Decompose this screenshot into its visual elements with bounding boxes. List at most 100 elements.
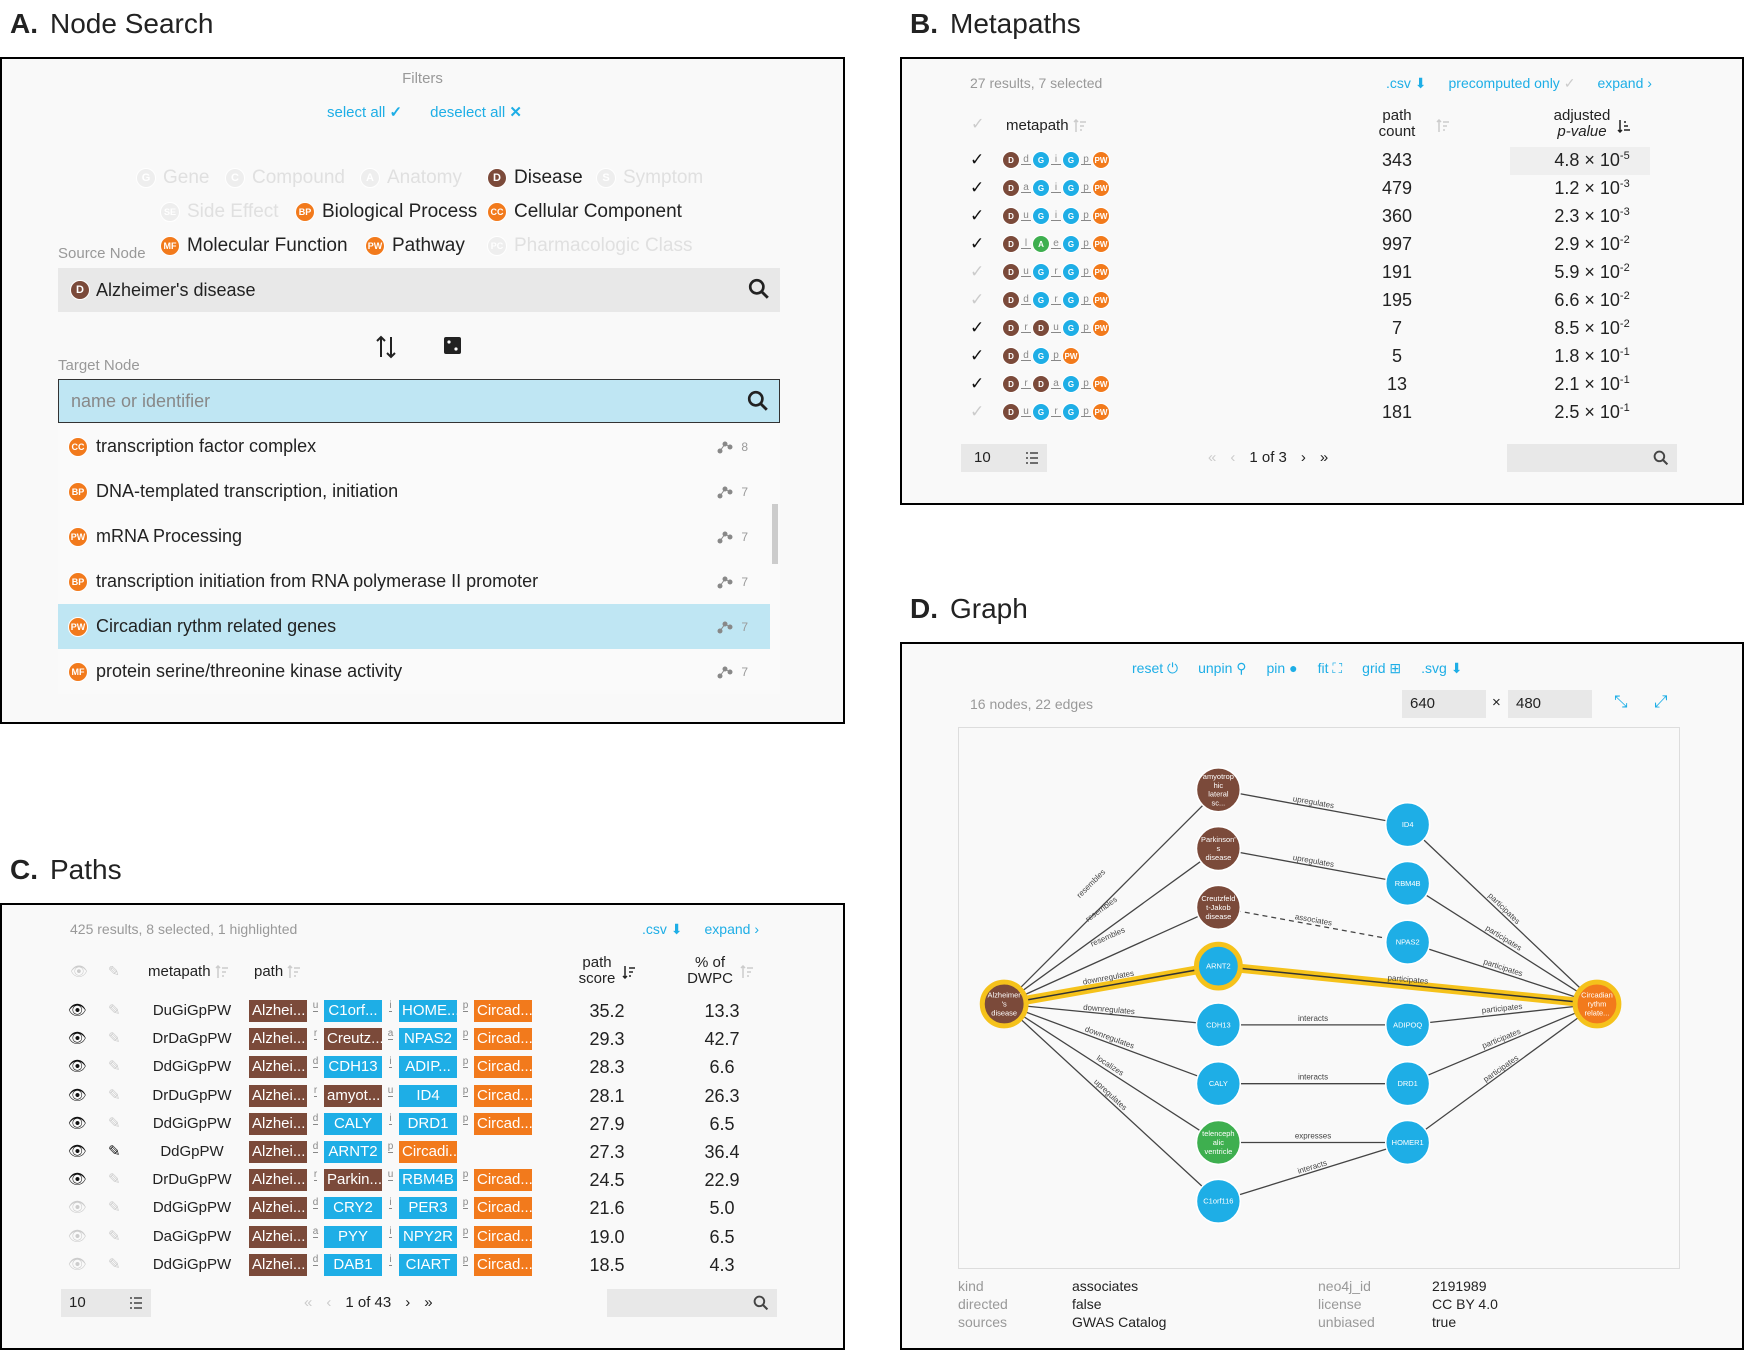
- last-page-icon[interactable]: »: [424, 1294, 433, 1311]
- path-node[interactable]: Circad...: [474, 1169, 532, 1192]
- sort-desc-icon[interactable]: [1617, 119, 1631, 133]
- filter-biological-process[interactable]: BP Biological Process: [295, 201, 477, 223]
- width-input[interactable]: 640: [1402, 690, 1486, 718]
- filter-gene[interactable]: G Gene: [136, 167, 209, 189]
- node-circ[interactable]: Circadian rythm relate...: [1572, 979, 1622, 1029]
- scrollbar[interactable]: [772, 504, 778, 564]
- eye-icon[interactable]: 👁: [68, 1227, 88, 1245]
- path-column-header[interactable]: path: [254, 963, 301, 980]
- edge-alz-c1orf[interactable]: [1003, 1003, 1219, 1202]
- path-node[interactable]: NPY2R: [399, 1225, 457, 1248]
- path-node[interactable]: Alzhei...: [249, 1028, 307, 1051]
- select-all-checkbox[interactable]: ✓: [971, 116, 985, 133]
- result-item[interactable]: MF protein serine/threonine kinase activi…: [58, 649, 770, 694]
- node-circle[interactable]: [1385, 860, 1431, 907]
- edge-alz-cjd[interactable]: [1003, 906, 1219, 1005]
- node-circle[interactable]: [1572, 979, 1622, 1029]
- path-row[interactable]: 👁 ✎ DdGpPW Alzhei... d ARNT2 p Circadi... 27.3 36…: [2, 1138, 842, 1166]
- filter-pathway[interactable]: PW Pathway: [365, 235, 465, 257]
- node-circle[interactable]: [1385, 1119, 1431, 1166]
- reset-button[interactable]: reset ⏻: [1132, 660, 1178, 677]
- path-node[interactable]: CIART: [399, 1253, 457, 1276]
- node-circle[interactable]: [1195, 1002, 1242, 1048]
- edge-npas2-circ[interactable]: [1407, 941, 1598, 1005]
- sort-desc-icon[interactable]: [622, 965, 636, 979]
- edge-alz-amy[interactable]: [1003, 789, 1219, 1005]
- node-circle[interactable]: [1385, 919, 1431, 965]
- first-page-icon[interactable]: «: [304, 1294, 313, 1311]
- path-node[interactable]: PYY: [324, 1225, 382, 1248]
- path-node[interactable]: Alzhei...: [249, 1141, 307, 1163]
- result-item[interactable]: PW mRNA Processing 7: [58, 514, 770, 559]
- select-all-button[interactable]: select all ✓: [327, 103, 402, 121]
- eye-icon[interactable]: 👁: [68, 1143, 88, 1160]
- node-circle[interactable]: [1385, 1002, 1431, 1048]
- expand-icon[interactable]: ⤢: [1654, 692, 1668, 711]
- node-circle[interactable]: [1195, 1178, 1242, 1224]
- path-node[interactable]: C1orf...: [324, 1000, 382, 1022]
- path-node[interactable]: Alzhei...: [249, 1169, 307, 1192]
- path-node[interactable]: Creutz...: [324, 1028, 382, 1051]
- pencil-icon[interactable]: ✎: [108, 1114, 121, 1132]
- path-row[interactable]: 👁 ✎ DrDaGpPW Alzhei... r Creutz... a NPAS2 p Circ…: [2, 1025, 842, 1053]
- row-checkbox[interactable]: ✓: [970, 262, 985, 281]
- pencil-icon[interactable]: ✎: [108, 1058, 121, 1076]
- height-input[interactable]: 480: [1508, 690, 1592, 718]
- row-checkbox[interactable]: ✓: [970, 290, 985, 309]
- eye-icon[interactable]: 👁: [68, 1171, 88, 1189]
- precomputed-only-toggle[interactable]: precomputed only ✓: [1449, 75, 1576, 92]
- path-node[interactable]: Alzhei...: [249, 1225, 307, 1248]
- node-cdh13[interactable]: CDH13: [1195, 1002, 1242, 1048]
- first-page-icon[interactable]: «: [1208, 449, 1217, 466]
- eye-icon[interactable]: 👁: [68, 1002, 88, 1019]
- node-amy[interactable]: amyotrop hic lateral sc...: [1195, 767, 1242, 813]
- eye-icon[interactable]: 👁: [68, 1058, 88, 1076]
- node-circle[interactable]: [979, 979, 1029, 1029]
- path-node[interactable]: Circad...: [474, 1028, 532, 1051]
- node-rbm4b[interactable]: RBM4B: [1385, 860, 1431, 907]
- pencil-icon[interactable]: ✎: [108, 1086, 121, 1104]
- node-circle[interactable]: [1195, 825, 1242, 872]
- metapath-column-header[interactable]: metapath: [148, 963, 229, 980]
- path-node[interactable]: RBM4B: [399, 1169, 457, 1192]
- path-node[interactable]: Circad...: [474, 1000, 532, 1022]
- unpin-button[interactable]: unpin ⚲: [1198, 660, 1246, 677]
- edge-cjd-npas2[interactable]: [1218, 906, 1408, 943]
- deselect-all-button[interactable]: deselect all ✕: [430, 103, 522, 121]
- path-node[interactable]: Circad...: [474, 1225, 532, 1248]
- path-search-input[interactable]: [607, 1289, 777, 1317]
- path-node[interactable]: Alzhei...: [249, 1253, 307, 1276]
- csv-download-button[interactable]: .csv ⬇: [642, 921, 683, 938]
- svg-download-button[interactable]: .svg ⬇: [1421, 660, 1462, 677]
- path-node[interactable]: Circadi...: [399, 1141, 457, 1163]
- eye-icon[interactable]: 👁: [68, 1255, 88, 1273]
- pencil-icon[interactable]: ✎: [108, 1199, 121, 1217]
- path-node[interactable]: Alzhei...: [249, 1112, 307, 1135]
- metapath-search-input[interactable]: [1507, 444, 1677, 472]
- search-icon[interactable]: [747, 390, 769, 412]
- path-node[interactable]: Alzhei...: [249, 1000, 307, 1022]
- pencil-icon[interactable]: ✎: [108, 1143, 121, 1160]
- sort-icon[interactable]: [287, 965, 301, 979]
- path-row[interactable]: 👁 ✎ DdGiGpPW Alzhei... d CALY i DRD1 p Circad... 2…: [2, 1110, 842, 1138]
- edge-amy-id4[interactable]: [1218, 789, 1408, 826]
- sort-icon[interactable]: [1073, 119, 1087, 133]
- path-row[interactable]: 👁 ✎ DdGiGpPW Alzhei... d CRY2 i PER3 p Circad... 2…: [2, 1194, 842, 1222]
- eye-header-icon[interactable]: 👁: [70, 963, 88, 979]
- eye-icon[interactable]: 👁: [68, 1114, 88, 1132]
- pencil-icon[interactable]: ✎: [108, 1171, 121, 1189]
- row-checkbox[interactable]: ✓: [970, 150, 985, 169]
- path-node[interactable]: Circad...: [474, 1253, 532, 1276]
- node-c1orf[interactable]: C1orf116: [1195, 1178, 1242, 1224]
- node-circle[interactable]: [1193, 941, 1243, 991]
- edge-alz-caly[interactable]: [1003, 1003, 1219, 1085]
- csv-download-button[interactable]: .csv ⬇: [1386, 75, 1427, 92]
- pencil-icon[interactable]: ✎: [108, 1255, 121, 1273]
- path-node[interactable]: Alzhei...: [249, 1084, 307, 1107]
- random-dice-icon[interactable]: [444, 337, 461, 354]
